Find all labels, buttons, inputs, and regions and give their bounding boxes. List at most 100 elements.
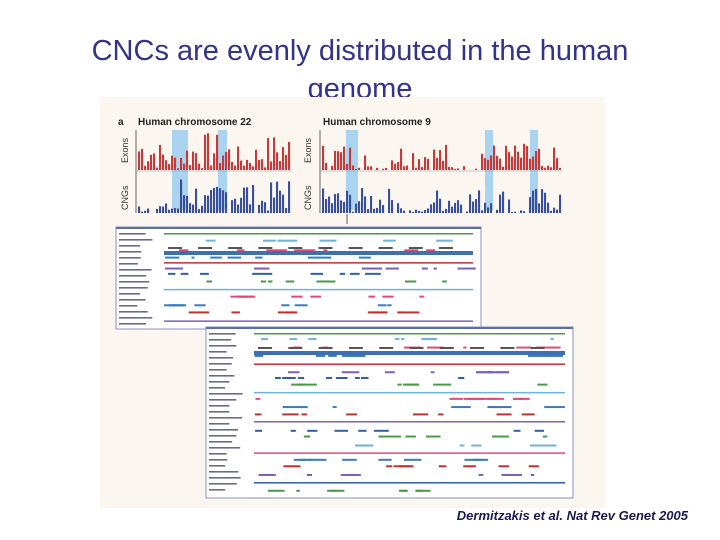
cng-bar — [201, 205, 204, 213]
track-feature — [530, 444, 545, 447]
exon-bar — [463, 166, 466, 170]
browser-header-bar — [206, 327, 573, 329]
exon-bar — [529, 158, 532, 170]
track-feature — [513, 429, 521, 432]
track-feature — [307, 429, 318, 432]
track-feature — [288, 371, 300, 374]
track-feature — [293, 458, 313, 461]
track-label-stub — [209, 417, 243, 419]
track-feature — [393, 465, 414, 468]
track-label-stub — [209, 369, 227, 371]
ruler-tick-label — [258, 347, 272, 349]
track-line — [254, 333, 565, 335]
track-label-stub — [209, 489, 226, 491]
track-label-stub — [119, 311, 148, 313]
track-feature — [331, 239, 337, 242]
track-feature — [541, 444, 557, 447]
cng-bar — [403, 210, 406, 213]
track-feature — [255, 267, 270, 270]
cng-bar — [279, 190, 282, 213]
exon-bar — [270, 161, 273, 170]
track-label-stub — [119, 293, 140, 295]
track-feature — [282, 413, 299, 416]
cng-bar — [430, 204, 433, 213]
track-line — [164, 262, 473, 264]
track-line — [164, 320, 473, 322]
track-feature — [285, 280, 295, 283]
track-feature — [255, 256, 263, 259]
track-feature — [411, 383, 420, 386]
cng-bar — [496, 209, 499, 213]
track-label-stub — [209, 351, 227, 353]
track-feature — [306, 473, 313, 476]
cng-bar — [231, 200, 234, 213]
exon-bar — [150, 154, 153, 170]
track-label-stub — [209, 357, 234, 359]
track-feature — [335, 376, 348, 379]
exon-bar — [433, 149, 436, 170]
cng-bar — [270, 182, 273, 213]
track-feature — [282, 376, 296, 379]
track-feature — [326, 376, 333, 379]
track-feature — [475, 371, 492, 374]
track-feature — [386, 465, 393, 468]
upper-tracks — [119, 233, 476, 325]
exon-bar — [475, 168, 478, 170]
track-feature — [294, 249, 299, 252]
exon-bar — [526, 146, 529, 170]
track-feature — [463, 346, 467, 349]
exon-bar — [520, 157, 523, 170]
track-feature — [191, 256, 195, 259]
exon-bar — [391, 160, 394, 170]
cng-bar — [376, 207, 379, 213]
track-label-stub — [209, 399, 237, 401]
ruler-band — [164, 251, 473, 255]
exon-bar — [273, 137, 276, 170]
cng-bar — [334, 194, 337, 213]
exon-bar — [337, 151, 340, 170]
cng-bar — [457, 200, 460, 213]
track-feature — [296, 249, 316, 252]
exon-bar — [547, 165, 550, 170]
track-feature — [298, 376, 305, 379]
track-feature — [167, 272, 176, 275]
cng-bar — [337, 193, 340, 213]
cng-bar — [529, 197, 532, 213]
cng-bar — [204, 195, 207, 213]
track-feature — [378, 435, 384, 438]
track-feature — [451, 406, 471, 409]
exon-bar — [556, 158, 559, 170]
track-label-stub — [209, 363, 232, 365]
exon-bar — [231, 161, 234, 170]
exon-bar — [201, 168, 204, 170]
track-label-stub — [209, 477, 241, 479]
exon-bar — [243, 165, 246, 170]
track-feature — [354, 376, 360, 379]
track-feature — [368, 295, 376, 298]
exon-bar — [174, 157, 177, 170]
exon-bar — [180, 158, 183, 170]
cng-bar — [475, 199, 478, 213]
cng-bar — [412, 211, 415, 213]
ruler-tick-label — [439, 347, 454, 349]
track-feature — [301, 413, 307, 416]
track-feature — [260, 338, 269, 341]
ruler-tick-label — [408, 247, 423, 249]
track-feature — [405, 435, 416, 438]
track-feature — [261, 473, 273, 476]
track-feature — [487, 406, 496, 409]
cng-bar — [523, 211, 526, 213]
cng-bar — [478, 190, 481, 213]
track-label-stub — [119, 263, 138, 265]
track-feature — [297, 383, 317, 386]
cng-bar — [442, 210, 445, 213]
exon-bar — [355, 168, 358, 170]
exon-bar — [249, 163, 252, 170]
track-feature — [282, 406, 290, 409]
exon-bar — [508, 152, 511, 170]
track-feature — [404, 280, 417, 283]
cng-bar — [508, 199, 511, 213]
exon-bar — [267, 138, 270, 170]
track-label-stub — [209, 471, 239, 473]
track-feature — [463, 397, 485, 400]
